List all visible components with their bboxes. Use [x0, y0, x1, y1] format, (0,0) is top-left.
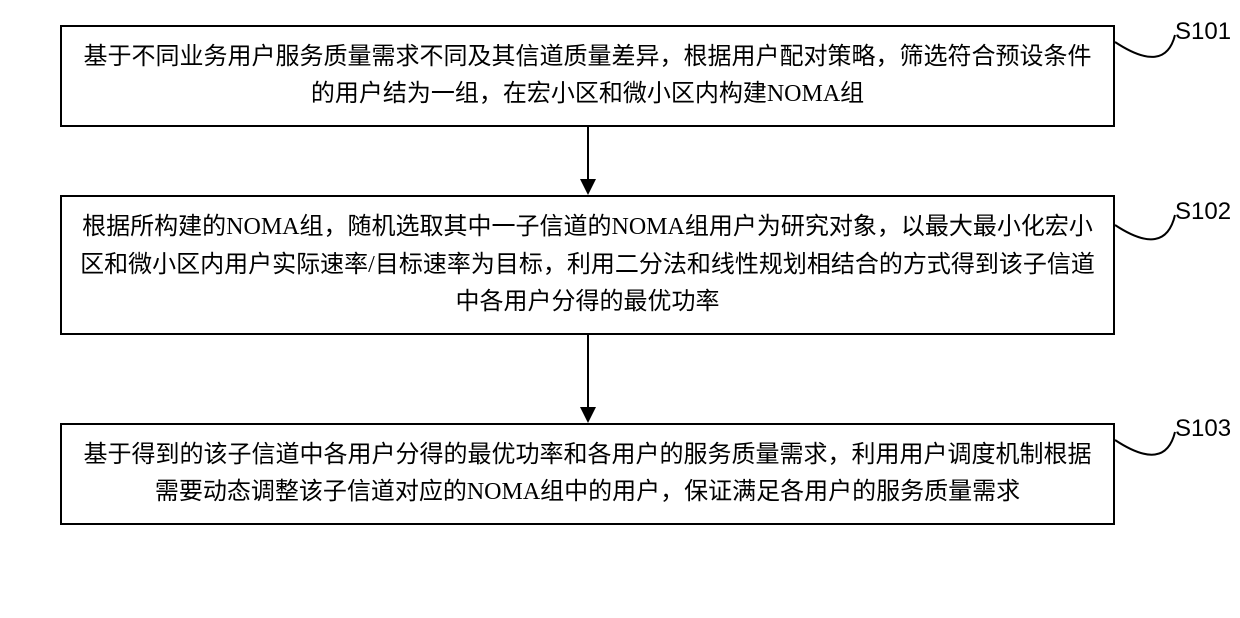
- flowchart-container: 基于不同业务用户服务质量需求不同及其信道质量差异，根据用户配对策略，筛选符合预设…: [0, 0, 1240, 618]
- step-2-label: S102: [1175, 198, 1231, 226]
- arrow-down-icon: [568, 335, 608, 423]
- step-1-label: S101: [1175, 18, 1231, 46]
- arrow-2-to-3: [60, 335, 1115, 423]
- step-3-label: S103: [1175, 415, 1231, 443]
- step-3-text: 基于得到的该子信道中各用户分得的最优功率和各用户的服务质量需求，利用用户调度机制…: [80, 437, 1095, 511]
- arrow-1-to-2: [60, 127, 1115, 195]
- flowchart-step-2: 根据所构建的NOMA组，随机选取其中一子信道的NOMA组用户为研究对象，以最大最…: [60, 195, 1115, 335]
- flowchart-step-3: 基于得到的该子信道中各用户分得的最优功率和各用户的服务质量需求，利用用户调度机制…: [60, 423, 1115, 525]
- arrow-down-icon: [568, 127, 608, 195]
- step-2-text: 根据所构建的NOMA组，随机选取其中一子信道的NOMA组用户为研究对象，以最大最…: [80, 209, 1095, 321]
- step-1-text: 基于不同业务用户服务质量需求不同及其信道质量差异，根据用户配对策略，筛选符合预设…: [80, 39, 1095, 113]
- flowchart-step-1: 基于不同业务用户服务质量需求不同及其信道质量差异，根据用户配对策略，筛选符合预设…: [60, 25, 1115, 127]
